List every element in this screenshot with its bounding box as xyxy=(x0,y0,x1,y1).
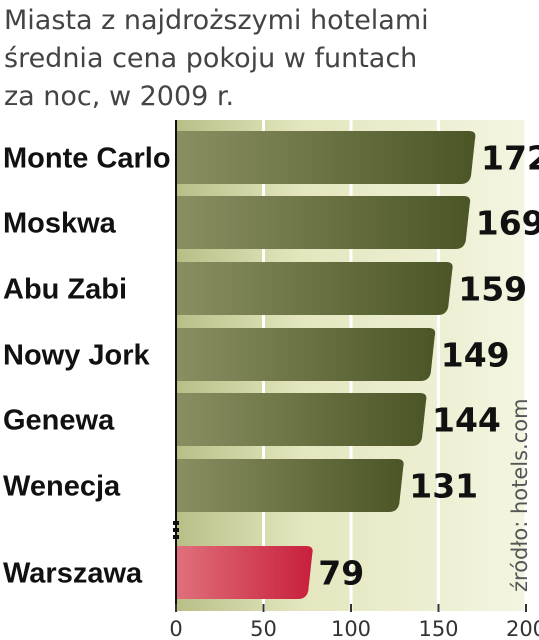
category-label: Abu Zabi xyxy=(3,274,127,306)
value-label: 172 xyxy=(481,139,539,178)
x-tick-label: 50 xyxy=(250,617,277,640)
axis-break-mark xyxy=(173,535,179,539)
category-label: Monte Carlo xyxy=(3,143,171,175)
source-label: źródło: hotels.com xyxy=(508,398,532,592)
category-label: Genewa xyxy=(3,405,115,437)
title-line-2: średnia cena pokoju w funtach xyxy=(4,43,418,74)
value-label: 169 xyxy=(476,204,539,243)
x-tick-label: 0 xyxy=(169,617,182,640)
bar-genewa xyxy=(176,393,427,446)
category-label: Warszawa xyxy=(3,558,143,590)
bar-monte-carlo xyxy=(176,131,476,184)
value-label: 144 xyxy=(432,401,501,440)
title-line-1: Miasta z najdroższymi hotelami xyxy=(4,5,429,36)
category-label: Moskwa xyxy=(3,208,117,240)
title-line-3: za noc, w 2009 r. xyxy=(4,81,235,112)
category-label: Wenecja xyxy=(3,471,121,503)
axis-break-mark xyxy=(173,521,179,525)
value-label: 131 xyxy=(409,467,478,506)
bar-warszawa xyxy=(176,546,313,599)
axis-break-mark xyxy=(173,528,179,532)
x-tick-label: 100 xyxy=(331,617,371,640)
bar-nowy-jork xyxy=(176,328,436,381)
x-tick-label: 150 xyxy=(418,617,458,640)
x-tick-label: 200 xyxy=(506,617,539,640)
bar-abu-zabi xyxy=(176,262,453,315)
value-label: 149 xyxy=(441,336,510,375)
value-label: 79 xyxy=(318,554,364,593)
category-label: Nowy Jork xyxy=(3,340,151,372)
bar-moskwa xyxy=(176,196,471,249)
value-label: 159 xyxy=(458,270,527,309)
bar-wenecja xyxy=(176,459,404,512)
chart-title: Miasta z najdroższymi hotelami średnia c… xyxy=(4,2,484,116)
